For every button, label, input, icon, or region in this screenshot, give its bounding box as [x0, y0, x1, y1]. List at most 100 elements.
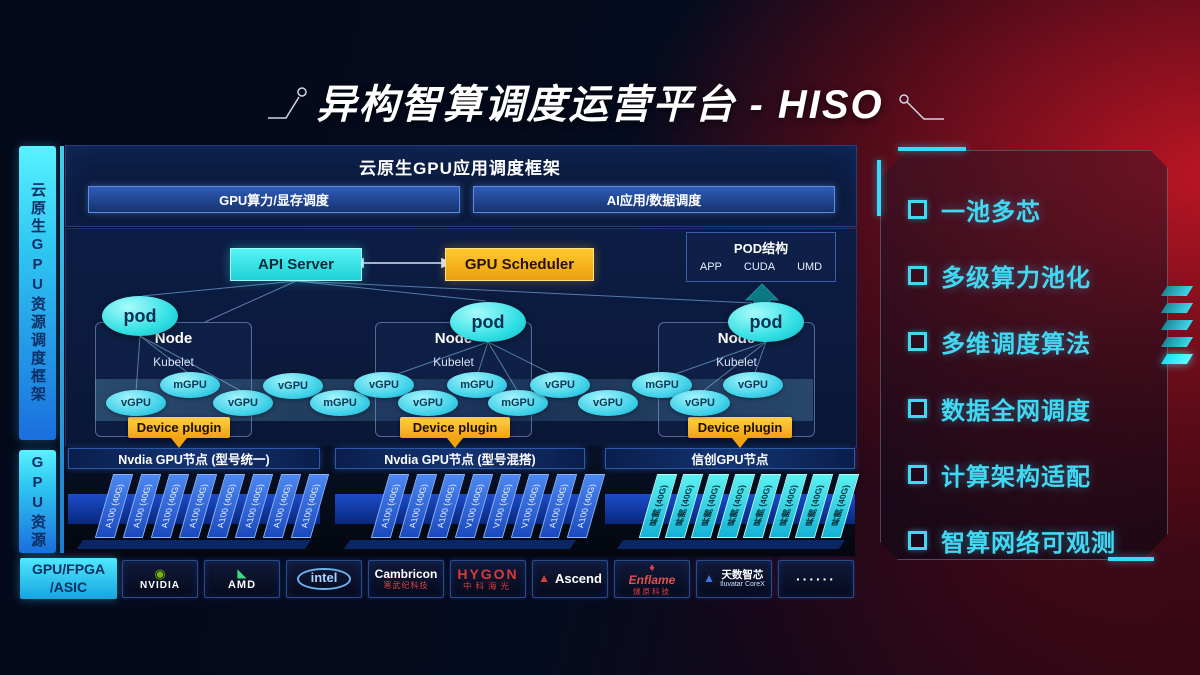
- bullet-square-icon: [908, 266, 927, 286]
- feature-label: 多维调度算法: [941, 331, 1091, 359]
- bullet-square-icon: [908, 200, 927, 219]
- hazard-stripes-icon: [1160, 286, 1194, 371]
- hygon-logo-sub: 中科海光: [462, 581, 513, 592]
- intel-logo-name: intel: [296, 567, 352, 591]
- iluvatar-logo-icon: ▲: [703, 571, 716, 586]
- sidebar-label-gpu-resource: GPU资源: [19, 450, 56, 553]
- device-plugin-2: Device plugin: [400, 417, 510, 438]
- panel-corner-accent: [1108, 557, 1154, 561]
- down-arrow-icon: [447, 438, 463, 448]
- circuit-decor-left-icon: [268, 87, 307, 119]
- circuit-decor-right-icon: [899, 94, 944, 120]
- feature-item: 数据全网调度: [908, 391, 1158, 426]
- pod-struct-item: CUDA: [743, 261, 776, 273]
- nvidia-logo-tile: ◉ NVIDIA: [122, 560, 198, 598]
- vgpu-ellipse: vGPU: [578, 390, 638, 416]
- enflame-logo-name: Enflame: [628, 572, 676, 587]
- gpu-base: [616, 540, 846, 549]
- down-arrow-icon: [171, 438, 187, 448]
- gpu-base: [343, 540, 577, 549]
- pod-struct-item: UMD: [797, 261, 823, 273]
- device-plugin-3: Device plugin: [688, 417, 792, 438]
- bullet-square-icon: [908, 398, 927, 418]
- nvidia-logo-name: NVIDIA: [140, 579, 180, 591]
- pod-ellipse-2: pod: [450, 302, 526, 342]
- gpu-scheduler-box: GPU Scheduler: [445, 248, 594, 281]
- mgpu-ellipse: mGPU: [310, 390, 370, 416]
- pod-ellipse-1: pod: [102, 296, 178, 336]
- enflame-logo-icon: ♦: [649, 561, 655, 574]
- more-logo-tile: ······: [778, 560, 854, 598]
- nvidia-logo-icon: ◉: [154, 565, 166, 581]
- vgpu-ellipse: vGPU: [723, 372, 783, 398]
- enflame-logo-tile: ♦ Enflame 燧原科技: [614, 560, 690, 598]
- feature-item: 多级算力池化: [908, 258, 1158, 293]
- cambricon-logo-name: Cambricon: [374, 566, 438, 581]
- vgpu-ellipse: vGPU: [530, 372, 590, 398]
- feature-label: 数据全网调度: [941, 397, 1091, 425]
- gpu-group-label-3: 信创GPU节点: [605, 448, 855, 469]
- pod-ellipse-3: pod: [728, 302, 804, 342]
- kubelet-label: Kubelet: [716, 355, 757, 369]
- amd-logo-name: AMD: [227, 578, 257, 591]
- feature-label: 多级算力池化: [941, 265, 1091, 293]
- feature-label: 一池多芯: [941, 199, 1041, 226]
- enflame-logo-sub: 燧原科技: [633, 586, 671, 596]
- intel-logo-tile: intel: [286, 560, 362, 598]
- gpu-group-label-1: Nvdia GPU节点 (型号统一): [68, 448, 320, 469]
- panel-corner-accent: [898, 147, 966, 151]
- ascend-logo-name: Ascend: [554, 570, 602, 586]
- page-title: 异构智算调度运营平台 - HISO: [316, 83, 884, 127]
- feature-list: 一池多芯多级算力池化 多维调度算法 数据全网调度 计算架构适配 智算网络可观测: [908, 192, 1158, 558]
- gpu-base: [76, 540, 312, 549]
- device-plugin-1: Device plugin: [128, 417, 230, 438]
- vgpu-ellipse: vGPU: [670, 390, 730, 416]
- ascend-logo-icon: ▲: [538, 571, 550, 586]
- mgpu-ellipse: mGPU: [160, 372, 220, 398]
- hygon-logo-name: HYGON: [457, 566, 519, 583]
- vgpu-ellipse: vGPU: [213, 390, 273, 416]
- amd-logo-icon: ◣: [237, 565, 247, 580]
- intel-logo-text: intel: [296, 567, 352, 591]
- hygon-logo-text: HYGON 中科海光: [457, 566, 518, 592]
- api-server-box: API Server: [230, 248, 362, 281]
- iluvatar-logo-sub: Iluvatar CoreX: [720, 581, 765, 588]
- panel-corner-accent: [877, 160, 881, 216]
- vgpu-ellipse: vGPU: [263, 373, 323, 399]
- more-logo-text: ······: [796, 571, 836, 587]
- iluvatar-logo-name: 天数智芯: [721, 568, 764, 581]
- iluvatar-logo-tile: ▲ 天数智芯 Iluvatar CoreX: [696, 560, 772, 598]
- mgpu-ellipse: mGPU: [488, 390, 548, 416]
- feature-item: 多维调度算法: [908, 324, 1158, 359]
- bullet-square-icon: [908, 530, 927, 550]
- framework-title: 云原生GPU应用调度框架: [359, 159, 561, 178]
- feature-panel: [880, 150, 1168, 560]
- kubelet-label: Kubelet: [433, 355, 474, 369]
- vgpu-ellipse: vGPU: [398, 390, 458, 416]
- ascend-logo-tile: ▲ Ascend: [532, 560, 608, 598]
- cambricon-logo-text: Cambricon 寒武纪科技: [374, 566, 438, 591]
- amd-logo-tile: ◣ AMD: [204, 560, 280, 598]
- framework-bar-compute: GPU算力/显存调度: [88, 186, 460, 213]
- bullet-square-icon: [908, 332, 927, 352]
- feature-item: 一池多芯: [908, 192, 1158, 227]
- vendor-header: GPU/FPGA /ASIC: [20, 558, 117, 599]
- amd-logo-text: AMD: [228, 579, 256, 592]
- feature-label: 智算网络可观测: [941, 529, 1116, 557]
- iluvatar-logo-text: 天数智芯 Iluvatar CoreX: [720, 569, 765, 589]
- kubelet-label: Kubelet: [153, 355, 194, 369]
- enflame-logo-text: Enflame 燧原科技: [628, 572, 676, 596]
- pod-structure-title: POD结构: [733, 241, 789, 256]
- vendor-header-line2: /ASIC: [49, 578, 88, 595]
- vgpu-ellipse: vGPU: [106, 390, 166, 416]
- feature-label: 计算架构适配: [941, 463, 1091, 491]
- vendor-header-line1: GPU/FPGA: [31, 561, 106, 577]
- cambricon-logo-sub: 寒武纪科技: [383, 581, 429, 591]
- nvidia-logo-text: NVIDIA: [140, 580, 180, 592]
- feature-item: 计算架构适配: [908, 457, 1158, 492]
- pod-structure-box: POD结构 APP CUDA UMD: [686, 232, 836, 282]
- framework-bar-ai: AI应用/数据调度: [473, 186, 835, 213]
- vendor-logo-row: ◉ NVIDIA ◣ AMD intel Cambricon 寒武纪科技 HYGON 中科海光 ▲…: [122, 560, 854, 598]
- pod-struct-item: APP: [699, 261, 722, 273]
- pod-structure-items: APP CUDA UMD: [687, 261, 835, 273]
